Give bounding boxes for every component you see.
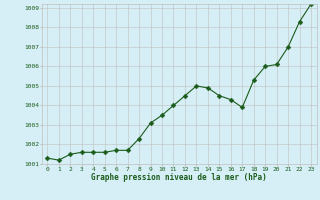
X-axis label: Graphe pression niveau de la mer (hPa): Graphe pression niveau de la mer (hPa) xyxy=(91,173,267,182)
